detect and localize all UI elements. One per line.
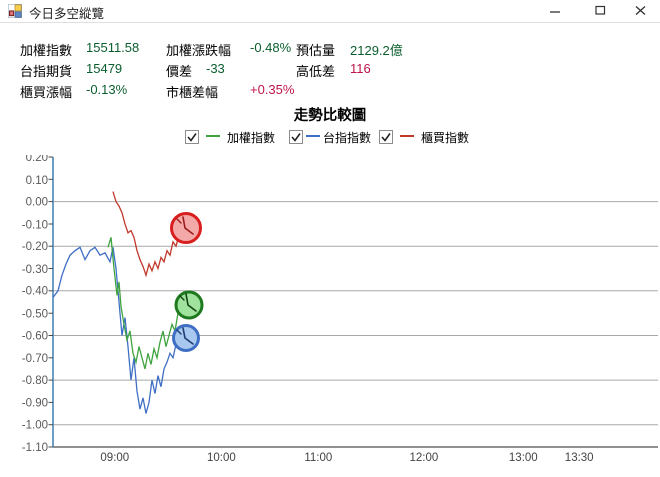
- svg-text:-0.40: -0.40: [22, 286, 48, 298]
- svg-text:12:00: 12:00: [410, 452, 439, 464]
- svg-text:13:30: 13:30: [565, 452, 594, 464]
- svg-text:-0.70: -0.70: [22, 353, 48, 365]
- svg-text:-1.10: -1.10: [22, 442, 48, 454]
- svg-text:13:00: 13:00: [509, 452, 538, 464]
- svg-text:09:00: 09:00: [100, 452, 129, 464]
- svg-text:-0.60: -0.60: [22, 330, 48, 342]
- svg-text:11:00: 11:00: [304, 452, 332, 464]
- svg-text:-1.00: -1.00: [22, 419, 48, 431]
- svg-text:-0.20: -0.20: [22, 241, 48, 253]
- svg-text:10:00: 10:00: [207, 452, 236, 464]
- svg-text:-0.50: -0.50: [22, 309, 48, 321]
- svg-text:-0.30: -0.30: [22, 264, 48, 276]
- svg-text:0.10: 0.10: [26, 175, 48, 187]
- svg-text:0.20: 0.20: [26, 155, 48, 164]
- svg-text:-0.80: -0.80: [22, 375, 48, 387]
- svg-text:-0.10: -0.10: [22, 219, 48, 231]
- svg-text:0.00: 0.00: [26, 197, 48, 209]
- svg-text:-0.90: -0.90: [22, 398, 48, 410]
